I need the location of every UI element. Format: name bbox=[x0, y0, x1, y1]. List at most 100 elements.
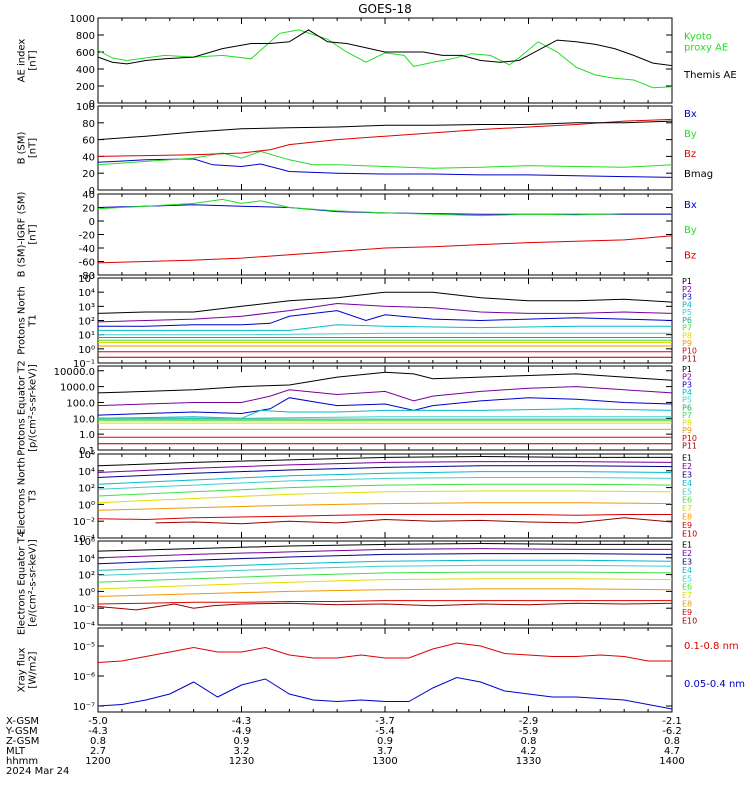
x-tick-label: -2.9 bbox=[519, 716, 539, 727]
x-row-label: hhmm bbox=[6, 756, 38, 767]
y-tick-label: 20 bbox=[82, 169, 95, 180]
legend-entry: P2 bbox=[682, 285, 692, 294]
y-tick-label: 20 bbox=[82, 204, 95, 215]
x-tick-label: -3.7 bbox=[375, 716, 395, 727]
legend-entry: P7 bbox=[682, 324, 692, 333]
series-line-p4 bbox=[98, 408, 672, 419]
legend-entry: Bx bbox=[684, 200, 697, 211]
series-line-e6 bbox=[98, 571, 672, 583]
y-tick-label: -80 bbox=[79, 271, 95, 282]
x-tick-label: 4.2 bbox=[521, 746, 537, 757]
legend-entry: 0.05-0.4 nm bbox=[684, 679, 745, 690]
x-tick-label: -4.3 bbox=[232, 716, 252, 727]
y-tick-label: 10⁻² bbox=[73, 604, 95, 615]
x-tick-label: 0.8 bbox=[90, 736, 106, 747]
legend-entry: E1 bbox=[682, 454, 692, 463]
legend-entry: E10 bbox=[682, 529, 697, 538]
legend-entry: By bbox=[684, 225, 697, 236]
y-tick-label: 1.0 bbox=[79, 430, 95, 441]
x-tick-label: 1330 bbox=[516, 756, 541, 767]
series-line-e7 bbox=[98, 490, 672, 504]
y-tick-label: 10⁻¹ bbox=[73, 359, 95, 370]
y-tick-label: 100 bbox=[76, 102, 95, 113]
y-tick-label: 100.0 bbox=[66, 398, 95, 409]
series-group bbox=[98, 198, 672, 264]
y-tick-label: 0 bbox=[89, 186, 95, 197]
y-tick-label: 10⁻² bbox=[73, 517, 95, 528]
legend-entry: P4 bbox=[682, 388, 692, 397]
y-axis-label: Protons Equator T2[p/(cm²-s-sr-keV)] bbox=[17, 360, 39, 456]
series-line-p5 bbox=[98, 332, 672, 336]
legend-entry: Bz bbox=[684, 251, 696, 262]
y-tick-label: 10⁰ bbox=[78, 500, 95, 511]
legend-entry: P8 bbox=[682, 419, 692, 428]
legend-entry: P10 bbox=[682, 434, 697, 443]
y-tick-label: 10⁴ bbox=[78, 467, 95, 478]
series-line-kyoto-proxy-ae bbox=[98, 29, 672, 89]
legend-entry: P6 bbox=[682, 316, 692, 325]
y-axis-label: Protons NorthT1 bbox=[17, 286, 39, 355]
panel-frame bbox=[97, 193, 673, 276]
y-tick-label: 10⁴ bbox=[78, 554, 95, 565]
legend-entry: E9 bbox=[682, 608, 692, 617]
y-tick-label: 800 bbox=[76, 31, 95, 42]
y-tick-label: 10³ bbox=[78, 302, 95, 313]
panel-frame bbox=[97, 277, 673, 364]
series-line-e2 bbox=[98, 548, 672, 559]
x-tick-label: 0.8 bbox=[664, 736, 680, 747]
panel-8: 10⁻⁷ 10⁻⁶ 10⁻⁵ Xray flux[W/m2] 0.1-0.8 nm 0.0… bbox=[17, 627, 745, 713]
y-tick-label: 40 bbox=[82, 152, 95, 163]
series-line-p3 bbox=[98, 310, 672, 327]
series-line-e2 bbox=[98, 461, 672, 473]
series-line-e6 bbox=[98, 483, 672, 497]
x-row-label: Y-GSM bbox=[5, 726, 38, 737]
legend-entry: E2 bbox=[682, 462, 692, 471]
y-tick-label: -60 bbox=[79, 258, 95, 269]
legend-entry: E5 bbox=[682, 574, 692, 583]
x-tick-label: -6.2 bbox=[662, 726, 682, 737]
y-tick-label: 10⁵ bbox=[78, 274, 95, 285]
panel-3: -80 -60 -40 -20 0 20 40 B (SM)-IGRF (SM)[nT] Bx B… bbox=[17, 190, 697, 282]
y-tick-label: 80 bbox=[82, 119, 95, 130]
series-group bbox=[98, 642, 672, 710]
legend-entry: P5 bbox=[682, 308, 692, 317]
y-tick-label: 10⁻⁴ bbox=[73, 534, 95, 545]
y-tick-label: 10000.0 bbox=[54, 367, 95, 378]
legend-entry: E5 bbox=[682, 487, 692, 496]
legend-entry: P1 bbox=[682, 277, 692, 286]
series-line-p1 bbox=[98, 291, 672, 314]
y-tick-label: 10⁻⁶ bbox=[73, 672, 95, 683]
y-tick-label: 0 bbox=[89, 217, 95, 228]
y-axis-label: AE index[nT] bbox=[17, 39, 39, 83]
legend-entry: P4 bbox=[682, 300, 692, 309]
panel-frame bbox=[97, 453, 673, 539]
x-tick-label: -4.3 bbox=[88, 726, 108, 737]
legend-entry: P10 bbox=[682, 347, 697, 356]
panel-1: 0 200 400 600 800 1000 AE index[nT] Kyoto proxy … bbox=[17, 14, 737, 110]
series-line-e10 bbox=[98, 602, 672, 611]
x-tick-label: 1300 bbox=[372, 756, 397, 767]
panel-2: 0 20 40 60 80 100 B (SM)[nT] Bx By Bz Bmag bbox=[17, 102, 714, 197]
series-line-e3 bbox=[98, 465, 672, 478]
x-tick-label: 1230 bbox=[229, 756, 254, 767]
panel-7: 10⁻⁴ 10⁻² 10⁰ 10² 10⁴ 10⁶ Electrons Equator T4… bbox=[17, 531, 698, 635]
legend-entry: By bbox=[684, 129, 697, 140]
series-line-e10 bbox=[155, 517, 672, 525]
series-line-0-1-0-8-nm bbox=[98, 642, 672, 663]
series-line-e4 bbox=[98, 559, 672, 571]
y-tick-label: 0 bbox=[89, 99, 95, 110]
x-tick-label: 1200 bbox=[85, 756, 110, 767]
x-row-label: X-GSM bbox=[6, 716, 39, 727]
y-tick-label: 200 bbox=[76, 82, 95, 93]
y-tick-label: 10¹ bbox=[78, 331, 95, 342]
x-tick-label: 2.7 bbox=[90, 746, 106, 757]
y-tick-label: 600 bbox=[76, 48, 95, 59]
series-line-p5 bbox=[98, 416, 672, 419]
y-tick-label: 10⁰ bbox=[78, 587, 95, 598]
x-row-label: 2024 Mar 24 bbox=[6, 766, 69, 777]
series-line-e9 bbox=[98, 514, 672, 521]
x-tick-label: -5.4 bbox=[375, 726, 395, 737]
legend-entry: P7 bbox=[682, 411, 692, 420]
y-tick-label: 10⁰ bbox=[78, 345, 95, 356]
